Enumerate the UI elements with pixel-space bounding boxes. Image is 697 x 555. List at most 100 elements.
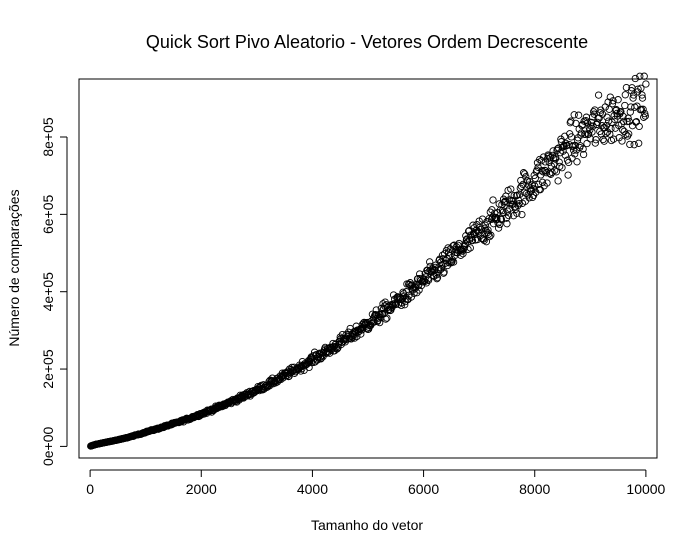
data-point xyxy=(630,141,638,149)
data-point xyxy=(555,158,563,166)
data-point xyxy=(510,191,518,200)
data-point xyxy=(561,151,569,159)
data-point xyxy=(591,139,599,147)
x-tick-label: 2000 xyxy=(186,481,217,497)
x-tick-label: 8000 xyxy=(519,481,550,497)
y-axis: 0e+00 2e+05 4e+05 6e+05 8e+05 xyxy=(40,117,68,467)
data-point xyxy=(624,114,632,122)
data-point xyxy=(537,157,546,165)
data-point xyxy=(626,140,634,149)
data-point xyxy=(494,224,503,232)
data-point xyxy=(433,274,442,282)
data-point xyxy=(642,80,650,88)
data-point xyxy=(640,113,648,121)
data-point xyxy=(618,137,626,145)
data-point xyxy=(629,94,637,102)
data-point xyxy=(613,109,621,118)
data-point xyxy=(486,208,494,216)
data-point xyxy=(607,136,616,145)
data-point xyxy=(512,192,521,200)
data-point xyxy=(635,139,643,147)
x-axis: 0 2000 4000 6000 8000 10000 xyxy=(86,469,666,497)
data-point xyxy=(424,276,433,284)
data-point xyxy=(342,335,350,343)
data-point xyxy=(464,227,473,235)
data-point xyxy=(507,185,515,193)
data-point xyxy=(496,220,504,229)
data-point xyxy=(600,137,608,145)
data-point xyxy=(461,239,469,248)
data-point xyxy=(538,167,546,175)
data-point xyxy=(594,91,603,99)
data-point xyxy=(603,113,611,121)
data-point xyxy=(625,130,633,138)
data-point xyxy=(499,208,507,216)
data-point xyxy=(636,72,644,80)
y-tick-label: 6e+05 xyxy=(40,194,56,234)
chart-title: Quick Sort Pivo Aleatorio - Vetores Orde… xyxy=(146,32,588,52)
data-point xyxy=(638,94,647,102)
data-point xyxy=(558,164,566,172)
data-point xyxy=(567,117,575,125)
x-tick-label: 10000 xyxy=(626,481,665,497)
data-point xyxy=(368,319,376,327)
data-point xyxy=(552,168,561,176)
plot-frame xyxy=(78,78,658,459)
data-point xyxy=(621,91,629,99)
data-point xyxy=(513,209,521,217)
data-point xyxy=(581,130,589,138)
data-point xyxy=(546,154,554,162)
data-point xyxy=(596,109,604,117)
x-tick-label: 6000 xyxy=(408,481,439,497)
data-point xyxy=(459,250,467,258)
data-point xyxy=(502,214,511,222)
data-point xyxy=(604,98,612,106)
data-point xyxy=(431,266,439,274)
y-tick-label: 4e+05 xyxy=(40,272,56,312)
data-point xyxy=(480,236,488,245)
data-point xyxy=(626,108,634,116)
data-point xyxy=(534,180,543,189)
data-point xyxy=(637,84,645,92)
data-point xyxy=(574,111,583,119)
data-point xyxy=(518,210,526,219)
data-point xyxy=(383,314,391,322)
x-tick-label: 4000 xyxy=(297,481,328,497)
data-point xyxy=(545,158,553,166)
data-point xyxy=(405,291,413,299)
data-point xyxy=(512,205,520,213)
data-point xyxy=(536,186,544,194)
data-point xyxy=(621,101,629,110)
data-point xyxy=(579,145,587,153)
data-point xyxy=(560,141,568,150)
data-point xyxy=(570,111,578,119)
data-point xyxy=(605,105,613,113)
data-point xyxy=(617,107,625,116)
y-tick-label: 8e+05 xyxy=(40,117,56,157)
y-axis-label: Número de comparações xyxy=(6,189,22,346)
data-point xyxy=(582,117,590,125)
data-point xyxy=(517,182,526,190)
data-point xyxy=(450,241,458,249)
data-point xyxy=(554,177,562,185)
data-point xyxy=(608,100,617,108)
data-point xyxy=(515,199,523,208)
data-point xyxy=(457,251,465,259)
data-point xyxy=(589,122,597,130)
data-point xyxy=(543,179,551,187)
data-point xyxy=(640,72,648,80)
data-point xyxy=(631,74,639,83)
data-point xyxy=(482,238,491,246)
data-point xyxy=(497,215,505,223)
data-point xyxy=(609,135,618,143)
data-point xyxy=(531,174,539,182)
data-point xyxy=(551,166,559,175)
x-axis-label: Tamanho do vetor xyxy=(311,517,423,533)
x-tick-label: 0 xyxy=(86,481,94,497)
data-point xyxy=(618,126,627,134)
data-point xyxy=(463,235,471,243)
data-point xyxy=(285,372,293,380)
y-tick-label: 0e+00 xyxy=(40,427,56,467)
data-point xyxy=(528,193,537,202)
data-point xyxy=(514,201,522,210)
